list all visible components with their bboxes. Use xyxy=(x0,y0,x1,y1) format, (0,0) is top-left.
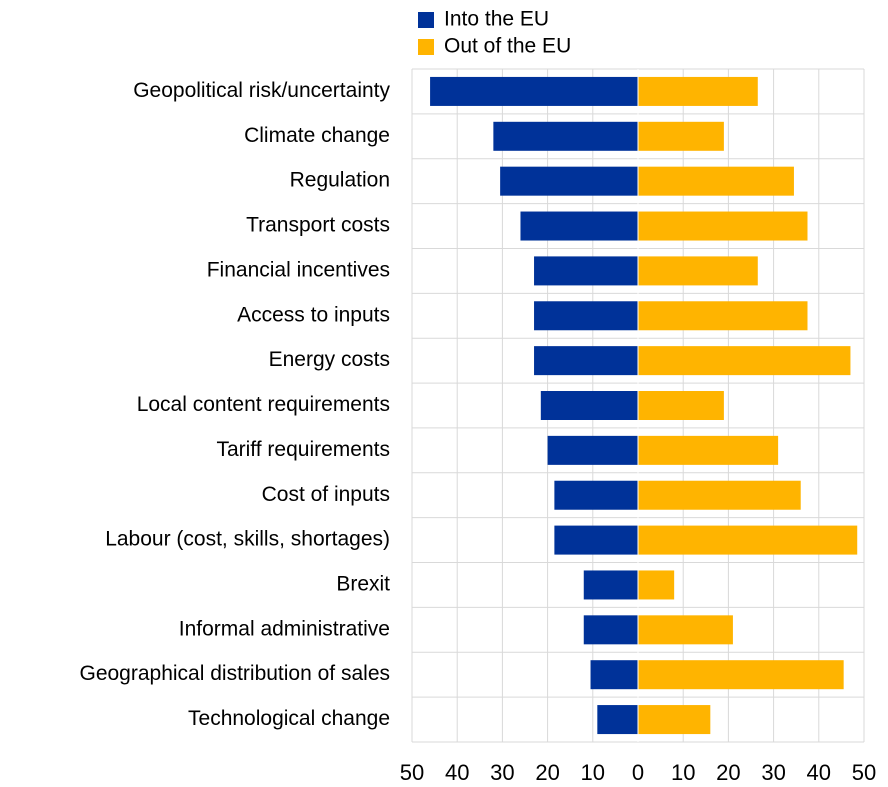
category-label: Informal administrative xyxy=(179,617,390,640)
bar xyxy=(638,166,794,196)
bar xyxy=(534,346,638,376)
bar xyxy=(638,570,675,600)
category-label: Labour (cost, skills, shortages) xyxy=(105,528,390,551)
category-label: Financial incentives xyxy=(207,258,390,281)
category-label: Transport costs xyxy=(246,214,390,237)
bar xyxy=(583,615,638,645)
x-tick-label: 20 xyxy=(716,760,740,785)
bar xyxy=(540,391,638,420)
x-tick-label: 10 xyxy=(581,760,605,785)
bar xyxy=(638,301,808,331)
bar xyxy=(534,256,638,286)
bar xyxy=(554,525,638,555)
category-label: Climate change xyxy=(244,124,390,147)
legend-swatch xyxy=(418,39,434,55)
category-label: Cost of inputs xyxy=(262,483,390,506)
bar xyxy=(430,76,638,106)
bar xyxy=(493,121,638,151)
bar xyxy=(554,480,638,510)
x-tick-label: 50 xyxy=(852,760,876,785)
bar xyxy=(534,301,638,331)
x-tick-label: 30 xyxy=(490,760,514,785)
bar xyxy=(638,76,758,106)
bar xyxy=(590,660,638,690)
x-tick-label: 40 xyxy=(807,760,831,785)
bar xyxy=(638,705,711,735)
x-tick-label: 20 xyxy=(535,760,559,785)
bar xyxy=(638,435,779,465)
bar xyxy=(583,570,638,600)
bar xyxy=(520,211,638,241)
legend-label: Into the EU xyxy=(444,8,549,31)
category-label: Energy costs xyxy=(269,348,390,371)
bar xyxy=(547,435,638,465)
category-label: Technological change xyxy=(188,707,390,730)
category-label: Geographical distribution of sales xyxy=(79,662,390,685)
legend-label: Out of the EU xyxy=(444,35,571,58)
x-tick-label: 30 xyxy=(761,760,785,785)
x-tick-label: 50 xyxy=(400,760,424,785)
x-tick-label: 40 xyxy=(445,760,469,785)
category-label: Access to inputs xyxy=(237,303,390,326)
bar xyxy=(638,121,724,151)
category-label: Geopolitical risk/uncertainty xyxy=(133,79,390,102)
bar xyxy=(500,166,638,196)
category-label: Tariff requirements xyxy=(216,438,390,461)
category-label: Brexit xyxy=(336,573,390,596)
bar xyxy=(597,705,638,735)
bar xyxy=(638,391,724,420)
legend-swatch xyxy=(418,12,434,28)
bar xyxy=(638,346,851,376)
category-label: Regulation xyxy=(290,169,390,192)
x-tick-label: 10 xyxy=(671,760,695,785)
bar xyxy=(638,480,801,510)
category-label: Local content requirements xyxy=(137,393,390,416)
bar xyxy=(638,615,733,645)
bar xyxy=(638,525,858,555)
bar xyxy=(638,660,844,690)
bar xyxy=(638,211,808,241)
x-tick-label: 0 xyxy=(632,760,644,785)
bar xyxy=(638,256,758,286)
